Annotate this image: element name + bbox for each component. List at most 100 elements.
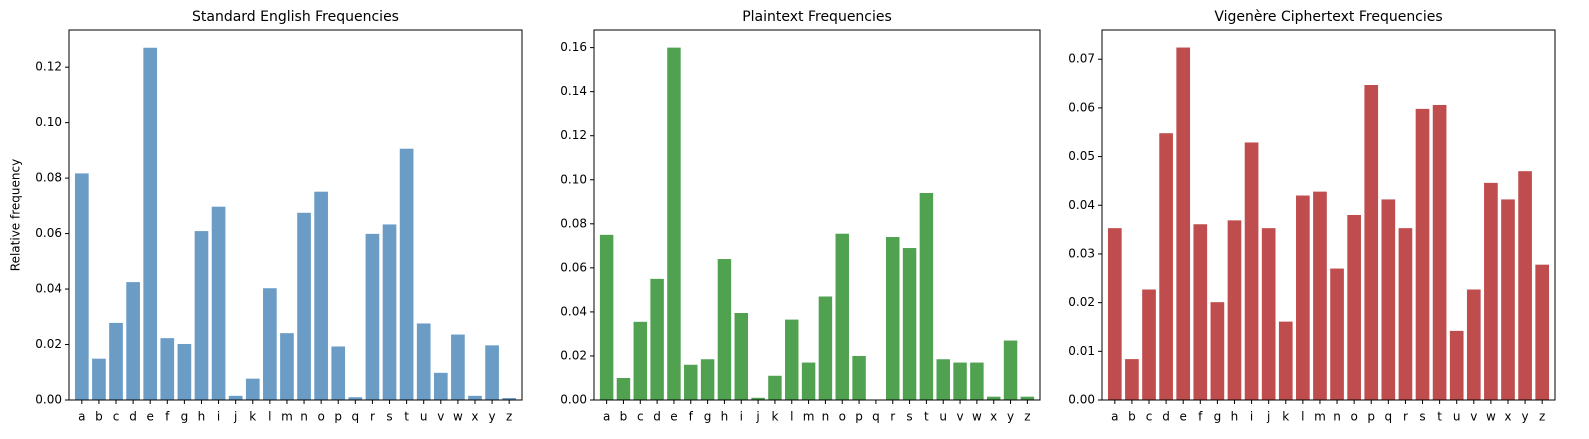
bar (785, 319, 799, 400)
x-tick-label: u (420, 410, 428, 424)
x-tick-label: r (890, 410, 895, 424)
x-tick-label: e (1180, 410, 1187, 424)
x-tick-label: b (1128, 410, 1136, 424)
x-tick-label: y (489, 410, 496, 424)
bar (502, 398, 517, 400)
x-tick-label: h (721, 410, 729, 424)
x-tick-label: l (268, 410, 271, 424)
x-tick-label: f (1198, 410, 1203, 424)
x-tick-label: u (939, 410, 947, 424)
x-tick-label: b (620, 410, 628, 424)
bar (667, 47, 681, 400)
bar (416, 323, 431, 400)
y-tick-label: 0.02 (1068, 295, 1095, 309)
bar (451, 334, 465, 400)
bar (1210, 302, 1225, 400)
x-tick-label: t (404, 410, 409, 424)
x-tick-label: i (1250, 410, 1253, 424)
x-tick-label: f (689, 410, 694, 424)
y-axis-label: Relative frequency (9, 159, 23, 271)
bar (485, 345, 499, 400)
x-tick-label: n (1333, 410, 1341, 424)
x-tick-label: f (165, 410, 170, 424)
x-tick-label: m (281, 410, 293, 424)
y-tick-label: 0.00 (560, 393, 587, 407)
x-tick-label: a (603, 410, 610, 424)
x-tick-label: u (1453, 410, 1461, 424)
x-tick-label: r (370, 410, 375, 424)
bar (801, 362, 816, 400)
y-tick-label: 0.12 (560, 128, 587, 142)
bar (1330, 268, 1344, 400)
x-tick-label: o (839, 410, 846, 424)
x-tick-label: p (334, 410, 342, 424)
bar (1278, 321, 1293, 400)
bar (1466, 289, 1481, 400)
bar (211, 206, 226, 400)
bar (126, 282, 140, 400)
x-tick-label: i (217, 410, 220, 424)
bar (734, 313, 748, 400)
bar (1501, 199, 1515, 400)
x-tick-label: y (1007, 410, 1014, 424)
x-tick-label: l (790, 410, 793, 424)
x-tick-label: h (1231, 410, 1239, 424)
x-tick-label: c (1146, 410, 1153, 424)
bar (297, 212, 311, 400)
y-tick-label: 0.04 (35, 282, 62, 296)
bar (616, 377, 631, 400)
bar (1518, 171, 1532, 400)
bar (314, 191, 328, 400)
y-tick-label: 0.04 (560, 304, 587, 318)
bar (1020, 396, 1035, 400)
x-tick-label: v (1470, 410, 1477, 424)
x-tick-label: o (317, 410, 324, 424)
x-tick-label: o (1350, 410, 1357, 424)
y-tick-label: 0.06 (1068, 100, 1095, 114)
bar (751, 397, 765, 400)
bar (92, 358, 106, 400)
bar (399, 148, 414, 400)
y-tick-label: 0.16 (560, 40, 587, 54)
x-tick-label: v (437, 410, 444, 424)
bar (919, 192, 934, 400)
y-tick-label: 0.00 (35, 393, 62, 407)
y-tick-label: 0.06 (560, 260, 587, 274)
bar (74, 173, 89, 400)
chart-title: Vigenère Ciphertext Frequencies (1214, 9, 1442, 25)
bar (1227, 220, 1242, 400)
x-tick-label: z (1539, 410, 1545, 424)
bar (365, 233, 380, 400)
x-tick-label: j (755, 410, 759, 424)
x-tick-label: t (1437, 410, 1442, 424)
bar (633, 321, 648, 400)
x-tick-label: c (113, 410, 120, 424)
bar (700, 359, 715, 400)
chart-title: Standard English Frequencies (192, 9, 399, 25)
y-tick-label: 0.05 (1068, 149, 1095, 163)
x-tick-label: z (506, 410, 512, 424)
x-tick-label: l (1301, 410, 1304, 424)
y-tick-label: 0.04 (1068, 198, 1095, 212)
bar (835, 233, 849, 400)
x-tick-label: i (740, 410, 743, 424)
bar (348, 397, 363, 400)
bar (818, 296, 833, 400)
x-tick-label: g (704, 410, 712, 424)
x-tick-label: m (1314, 410, 1326, 424)
bar (768, 375, 782, 400)
bar (1296, 195, 1310, 400)
y-tick-label: 0.08 (35, 171, 62, 185)
x-tick-label: x (990, 410, 997, 424)
bar (109, 322, 123, 400)
x-tick-label: x (1504, 410, 1511, 424)
bar (1193, 224, 1208, 400)
bar (986, 396, 1001, 400)
x-tick-label: j (233, 410, 237, 424)
bar (468, 395, 482, 400)
x-tick-label: y (1522, 410, 1529, 424)
x-tick-label: e (147, 410, 154, 424)
bar (433, 372, 448, 400)
bar (1381, 199, 1396, 400)
